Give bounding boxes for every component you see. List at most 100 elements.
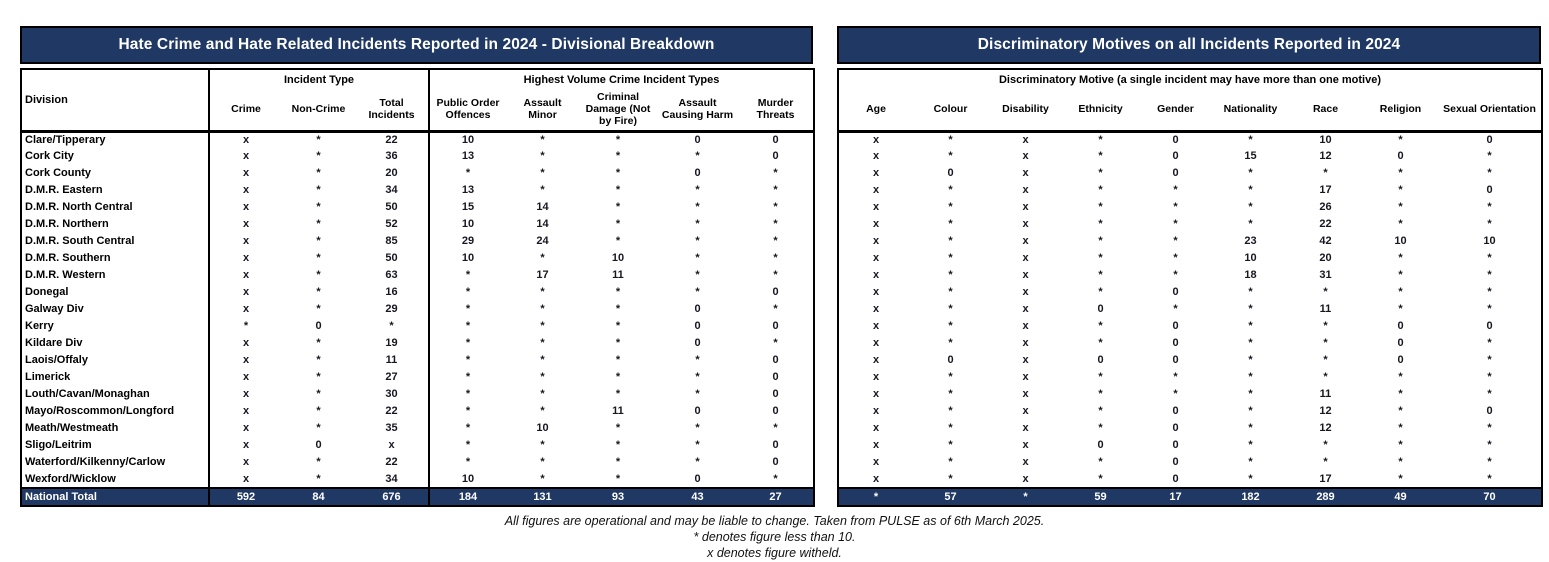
data-cell: *: [316, 167, 321, 179]
column-header: Murder Threats: [738, 89, 814, 133]
data-cell: *: [1098, 133, 1103, 146]
data-cell: *: [948, 371, 953, 383]
data-cell: *: [1398, 201, 1403, 213]
total-cell: 93: [579, 488, 657, 506]
division-label: D.M.R. Northern: [25, 218, 109, 230]
data-cell: *: [948, 422, 953, 434]
data-cell: *: [1173, 184, 1178, 196]
table-row: x * x * 0 * 12 * *: [838, 420, 1542, 437]
data-cell: *: [540, 354, 545, 366]
data-cell: *: [1398, 371, 1403, 383]
division-label: Meath/Westmeath: [25, 422, 119, 434]
data-cell: x: [208, 267, 282, 284]
data-cell: *: [948, 218, 953, 230]
data-cell: *: [695, 456, 700, 468]
data-cell: 36: [385, 150, 398, 162]
data-cell: 0: [694, 167, 701, 179]
data-cell: 30: [385, 388, 398, 400]
data-cell: *: [1323, 354, 1328, 366]
division-label: D.M.R. Western: [25, 269, 106, 281]
table-row: x * x * * * 26 * *: [838, 199, 1542, 216]
table-row: x * x * 0 15 12 0 *: [838, 148, 1542, 165]
data-cell: *: [1173, 252, 1178, 264]
data-cell: *: [773, 201, 778, 213]
data-cell: *: [1248, 422, 1253, 434]
data-cell: *: [1398, 439, 1403, 451]
table-row: x * x * 0 * * * *: [838, 284, 1542, 301]
data-cell: *: [1398, 405, 1403, 417]
national-total-row: * 57 * 59 17 182 289 49 70: [838, 488, 1542, 506]
data-cell: 42: [1319, 235, 1332, 247]
data-cell: *: [1098, 167, 1103, 179]
column-header: Public Order Offences: [428, 89, 506, 133]
data-cell: 0: [694, 472, 701, 485]
data-cell: *: [695, 286, 700, 298]
left-table-header: Division Incident Type Highest Volume Cr…: [21, 69, 814, 133]
footnote-asterisk-legend: * denotes figure less than 10.: [693, 529, 856, 544]
data-cell: 17: [1319, 184, 1332, 196]
data-cell: 0: [694, 133, 701, 146]
division-label: Louth/Cavan/Monaghan: [25, 388, 150, 400]
data-cell: *: [1173, 218, 1178, 230]
data-cell: *: [1098, 252, 1103, 264]
data-cell: x: [1022, 235, 1029, 247]
data-cell: 22: [385, 133, 398, 146]
data-cell: *: [615, 286, 621, 298]
data-cell: x: [872, 439, 880, 451]
data-cell: x: [872, 320, 880, 332]
data-cell: *: [1487, 167, 1492, 179]
data-cell: 0: [947, 167, 954, 179]
data-cell: x: [872, 422, 880, 434]
table-row: x * x 0 * * 11 * *: [838, 301, 1542, 318]
data-cell: 13: [428, 148, 506, 165]
data-cell: *: [773, 269, 778, 281]
table-row: x * x * * * 11 * *: [838, 386, 1542, 403]
data-cell: 0: [1397, 354, 1404, 366]
data-cell: x: [1022, 150, 1029, 162]
data-cell: *: [615, 472, 621, 485]
data-cell: 10: [428, 131, 506, 148]
data-cell: x: [872, 337, 880, 349]
data-cell: x: [1022, 422, 1029, 434]
data-cell: x: [1022, 218, 1029, 230]
data-cell: 0: [1172, 150, 1179, 162]
division-label: D.M.R. Eastern: [25, 184, 103, 196]
data-cell: *: [1487, 439, 1492, 451]
discriminatory-motives-table: Discriminatory Motive (a single incident…: [837, 68, 1543, 507]
data-cell: *: [428, 420, 506, 437]
data-cell: *: [948, 439, 953, 451]
table-row: x * x * * * * * *: [838, 369, 1542, 386]
data-cell: x: [208, 437, 282, 454]
data-cell: *: [428, 318, 506, 335]
data-cell: *: [695, 201, 700, 213]
data-cell: 11: [1319, 388, 1332, 400]
data-cell: 0: [1397, 150, 1404, 162]
column-header: Disability: [988, 89, 1063, 133]
data-cell: *: [540, 184, 545, 196]
data-cell: 11: [385, 354, 398, 366]
data-cell: *: [1098, 184, 1103, 196]
right-table-footer: * 57 * 59 17 182 289 49 70: [838, 488, 1542, 506]
data-cell: *: [1323, 439, 1328, 451]
data-cell: *: [948, 201, 953, 213]
data-cell: *: [948, 184, 953, 196]
data-cell: *: [615, 201, 621, 213]
data-cell: 35: [385, 422, 398, 434]
table-row: Galway Div x * 29 * * * 0 *: [21, 301, 814, 318]
data-cell: *: [1098, 235, 1103, 247]
data-cell: 22: [385, 456, 398, 468]
data-cell: x: [208, 233, 282, 250]
data-cell: x: [872, 456, 880, 468]
data-cell: 0: [1397, 337, 1404, 349]
group-header-row: Discriminatory Motive (a single incident…: [838, 69, 1542, 89]
data-cell: 11: [612, 269, 624, 281]
data-cell: 0: [1097, 439, 1104, 451]
data-cell: *: [1487, 269, 1492, 281]
data-cell: 0: [1097, 303, 1104, 315]
data-cell: *: [540, 303, 545, 315]
data-cell: *: [948, 235, 953, 247]
data-cell: *: [1323, 456, 1328, 468]
data-cell: *: [1323, 337, 1328, 349]
data-cell: *: [1487, 337, 1492, 349]
data-cell: *: [948, 252, 953, 264]
